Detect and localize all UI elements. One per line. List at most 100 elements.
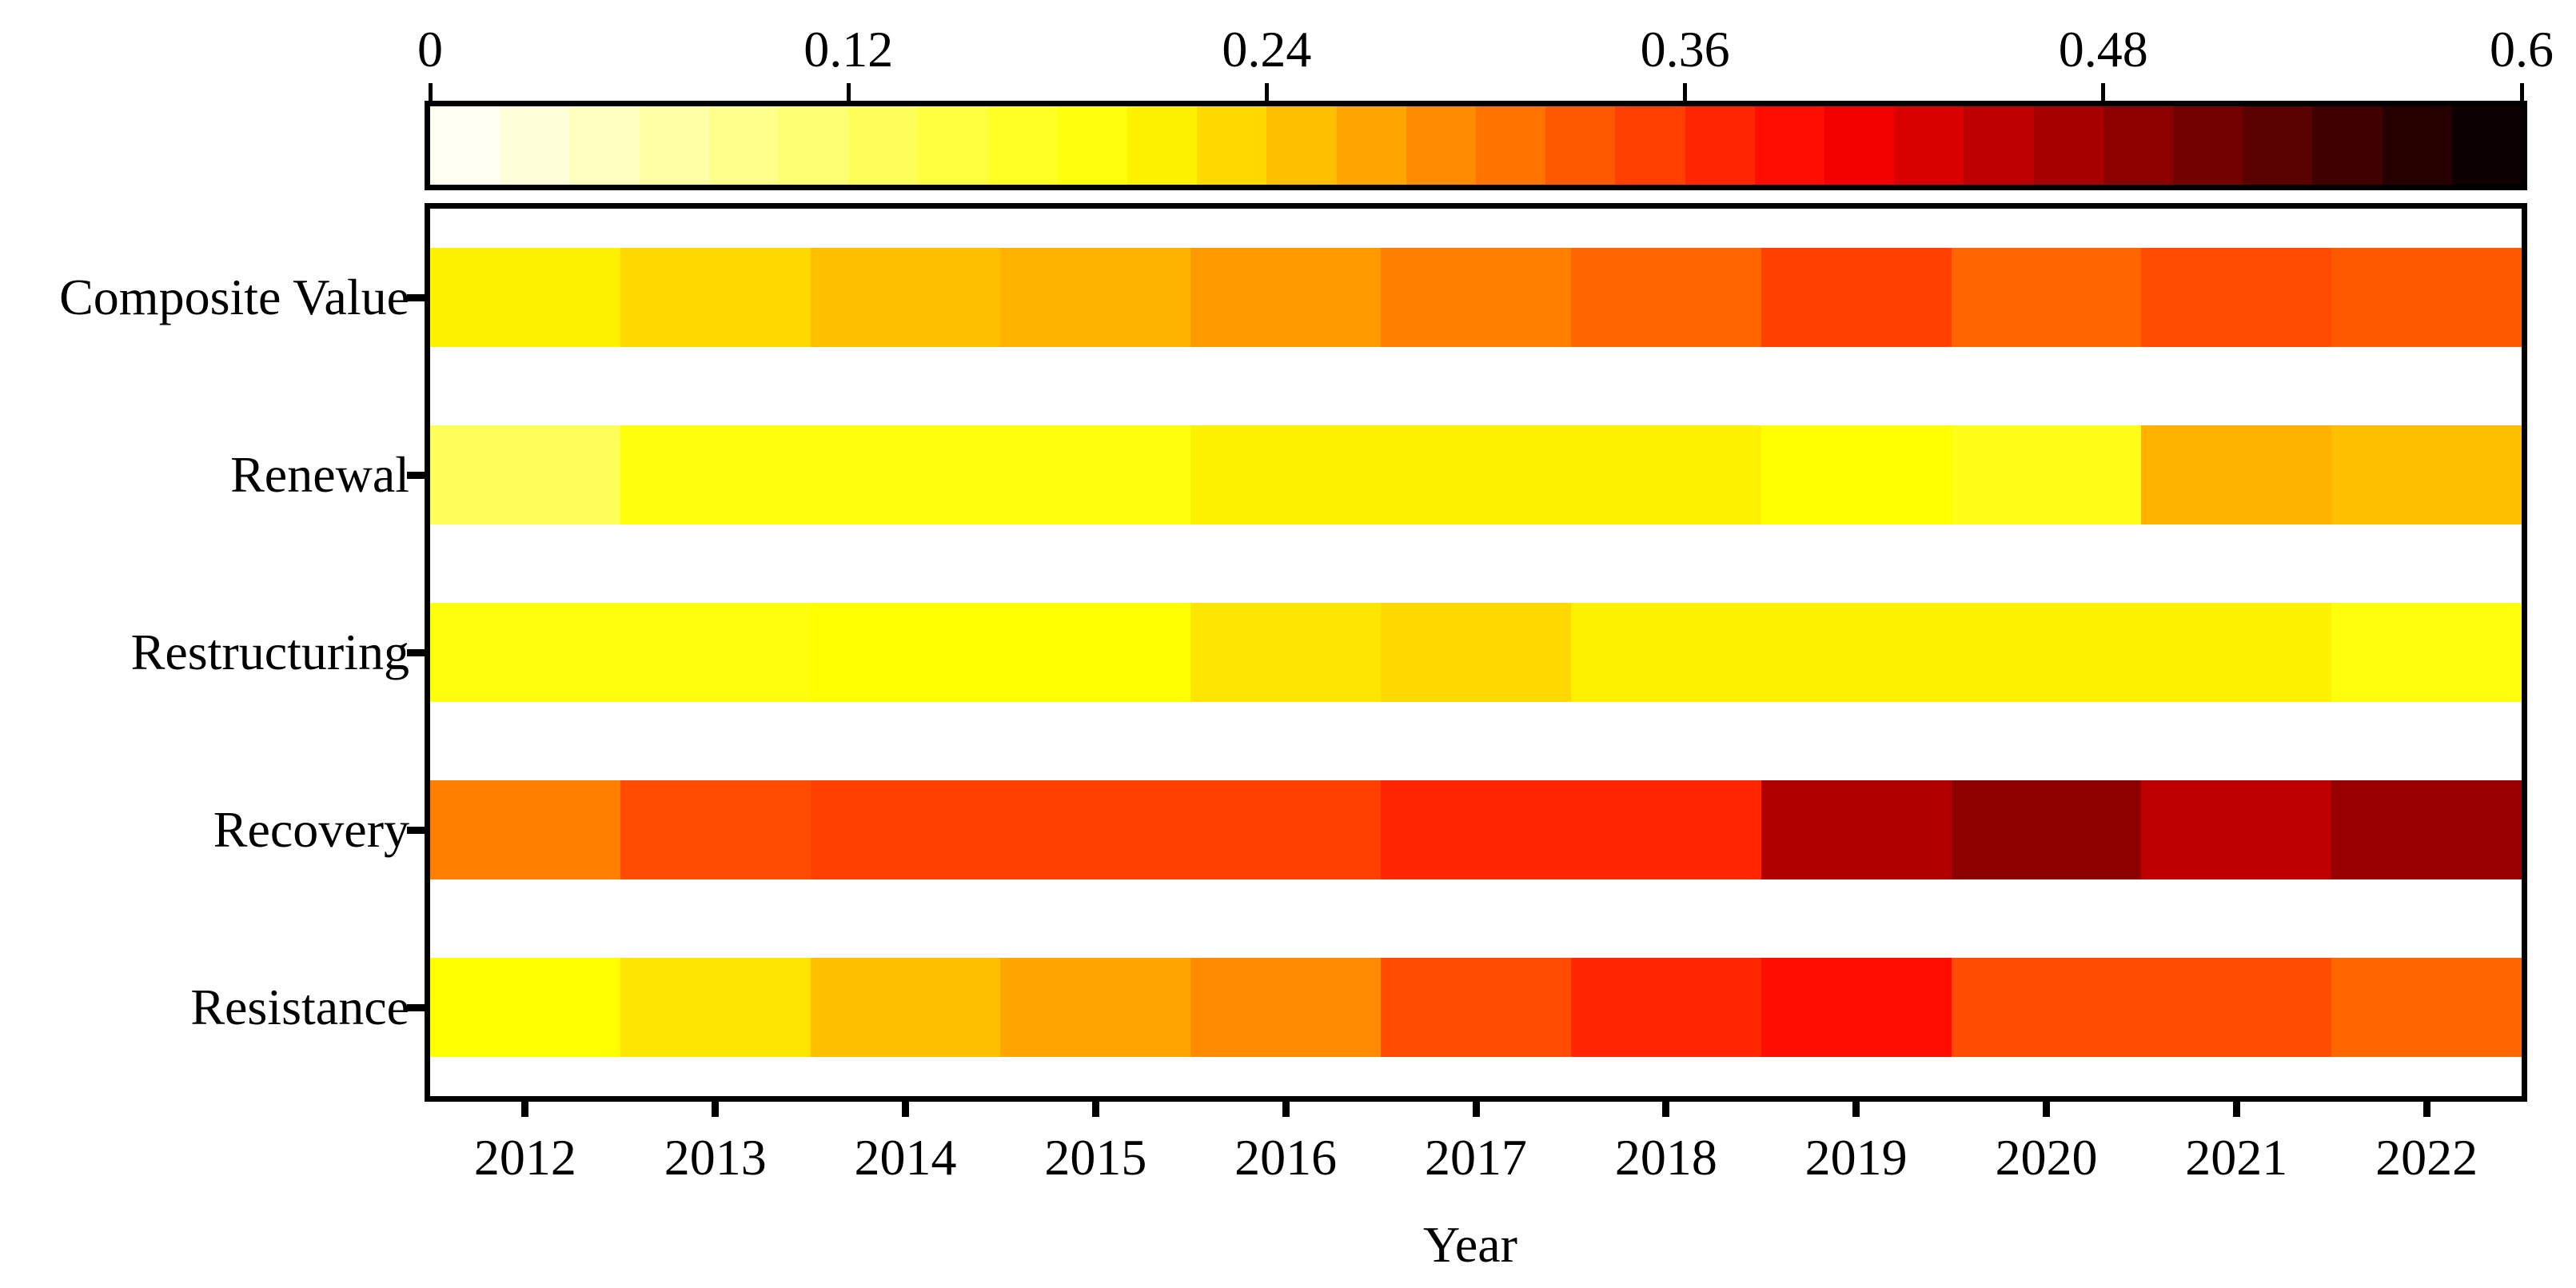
colorbar-segment (918, 106, 988, 185)
colorbar-segment (2103, 106, 2174, 185)
heatmap-row (430, 603, 2522, 702)
heatmap-cell (810, 958, 1001, 1057)
heatmap-cell (1951, 425, 2142, 524)
colorbar-segment (2312, 106, 2383, 185)
heatmap-cell (2331, 425, 2522, 524)
heatmap-cell (1190, 958, 1382, 1057)
heatmap-cell (1000, 248, 1191, 347)
heatmap-row (430, 958, 2522, 1057)
heatmap-cell (1190, 780, 1382, 879)
x-axis-tick (712, 1096, 720, 1117)
heatmap-cell (620, 248, 811, 347)
heatmap-cell (2141, 248, 2332, 347)
heatmap-cell (620, 603, 811, 702)
colorbar-segment (2243, 106, 2313, 185)
heatmap-cell (1761, 958, 1952, 1057)
colorbar-segment (1685, 106, 1755, 185)
heatmap-cell (2141, 425, 2332, 524)
heatmap-cell (1951, 958, 2142, 1057)
x-axis-label: 2019 (1804, 1129, 1908, 1186)
heatmap-cell (810, 248, 1001, 347)
colorbar-tick-label: 0.36 (1640, 21, 1730, 78)
heatmap-cell (430, 958, 620, 1057)
colorbar-tick-label: 0.6 (2490, 21, 2554, 78)
colorbar-segment (1964, 106, 2034, 185)
heatmap-cell (1761, 248, 1952, 347)
colorbar-segment (430, 106, 500, 185)
heatmap-cell (2141, 958, 2332, 1057)
heatmap-cell (2331, 248, 2522, 347)
x-axis-tick (2042, 1096, 2050, 1117)
colorbar-tick (846, 83, 851, 101)
heatmap-cell (1381, 958, 1571, 1057)
heatmap-cell (1381, 248, 1571, 347)
heatmap-cell (1381, 780, 1571, 879)
x-axis-tick (2232, 1096, 2240, 1117)
colorbar-segment (708, 106, 780, 185)
colorbar-segment (848, 106, 919, 185)
x-axis-label: 2012 (473, 1129, 576, 1186)
colorbar-segment (1336, 106, 1406, 185)
heatmap-cell (1190, 603, 1382, 702)
heatmap-cell (1190, 425, 1382, 524)
colorbar-segment (569, 106, 640, 185)
colorbar-segment (1615, 106, 1685, 185)
colorbar-tick (1264, 83, 1269, 101)
x-axis-label: 2013 (664, 1129, 767, 1186)
heatmap-cell (2141, 780, 2332, 879)
heatmap-cell (1000, 425, 1191, 524)
heatmap-cell (1000, 603, 1191, 702)
x-axis-tick (902, 1096, 910, 1117)
heatmap-cell (1570, 248, 1761, 347)
colorbar-segment (1406, 106, 1477, 185)
heatmap-cell (620, 780, 811, 879)
heatmap-cell (2141, 603, 2332, 702)
heatmap-row (430, 425, 2522, 524)
x-axis-tick (1472, 1096, 1480, 1117)
colorbar-segment (1127, 106, 1198, 185)
heatmap-cell (430, 248, 620, 347)
x-axis-tick (521, 1096, 529, 1117)
colorbar-tick-label: 0.12 (804, 21, 894, 78)
x-axis-tick (1852, 1096, 1860, 1117)
x-axis-label: 2016 (1234, 1129, 1338, 1186)
colorbar-tick (1683, 83, 1688, 101)
x-axis-tick (2422, 1096, 2430, 1117)
colorbar-segment (1754, 106, 1825, 185)
heatmap-cell (2331, 603, 2522, 702)
colorbar-segment (1266, 106, 1337, 185)
y-axis-label: Restructuring (130, 624, 409, 680)
heatmap-cell (1000, 780, 1191, 879)
heatmap-cell (1570, 425, 1761, 524)
colorbar-segment (639, 106, 709, 185)
heatmap-cell (810, 780, 1001, 879)
colorbar-tick (428, 83, 433, 101)
x-axis-label: 2022 (2375, 1129, 2478, 1186)
heatmap (425, 203, 2527, 1102)
heatmap-cell (2331, 780, 2522, 879)
colorbar-segment (2173, 106, 2243, 185)
colorbar-tick (2519, 83, 2524, 101)
heatmap-row (430, 780, 2522, 879)
colorbar-segment (779, 106, 849, 185)
colorbar-tick-label: 0.24 (1222, 21, 1312, 78)
heatmap-cell (1381, 425, 1571, 524)
heatmap-cell (810, 603, 1001, 702)
heatmap-row (430, 248, 2522, 347)
y-axis-label: Composite Value (59, 269, 409, 325)
colorbar-segment (1057, 106, 1128, 185)
y-axis-label: Renewal (230, 446, 409, 503)
colorbar-segment (2451, 106, 2522, 185)
colorbar-segment (1545, 106, 1616, 185)
y-axis-label: Resistance (190, 979, 409, 1035)
y-axis-tick (407, 293, 425, 301)
heatmap-cell (1570, 603, 1761, 702)
y-axis-label: Recovery (213, 801, 409, 858)
colorbar-segment (2382, 106, 2452, 185)
heatmap-cell (1570, 780, 1761, 879)
y-axis-tick (407, 826, 425, 834)
heatmap-cell (810, 425, 1001, 524)
colorbar-tick (2101, 83, 2106, 101)
colorbar-tick-label: 0.48 (2058, 21, 2148, 78)
colorbar-segment (1197, 106, 1267, 185)
